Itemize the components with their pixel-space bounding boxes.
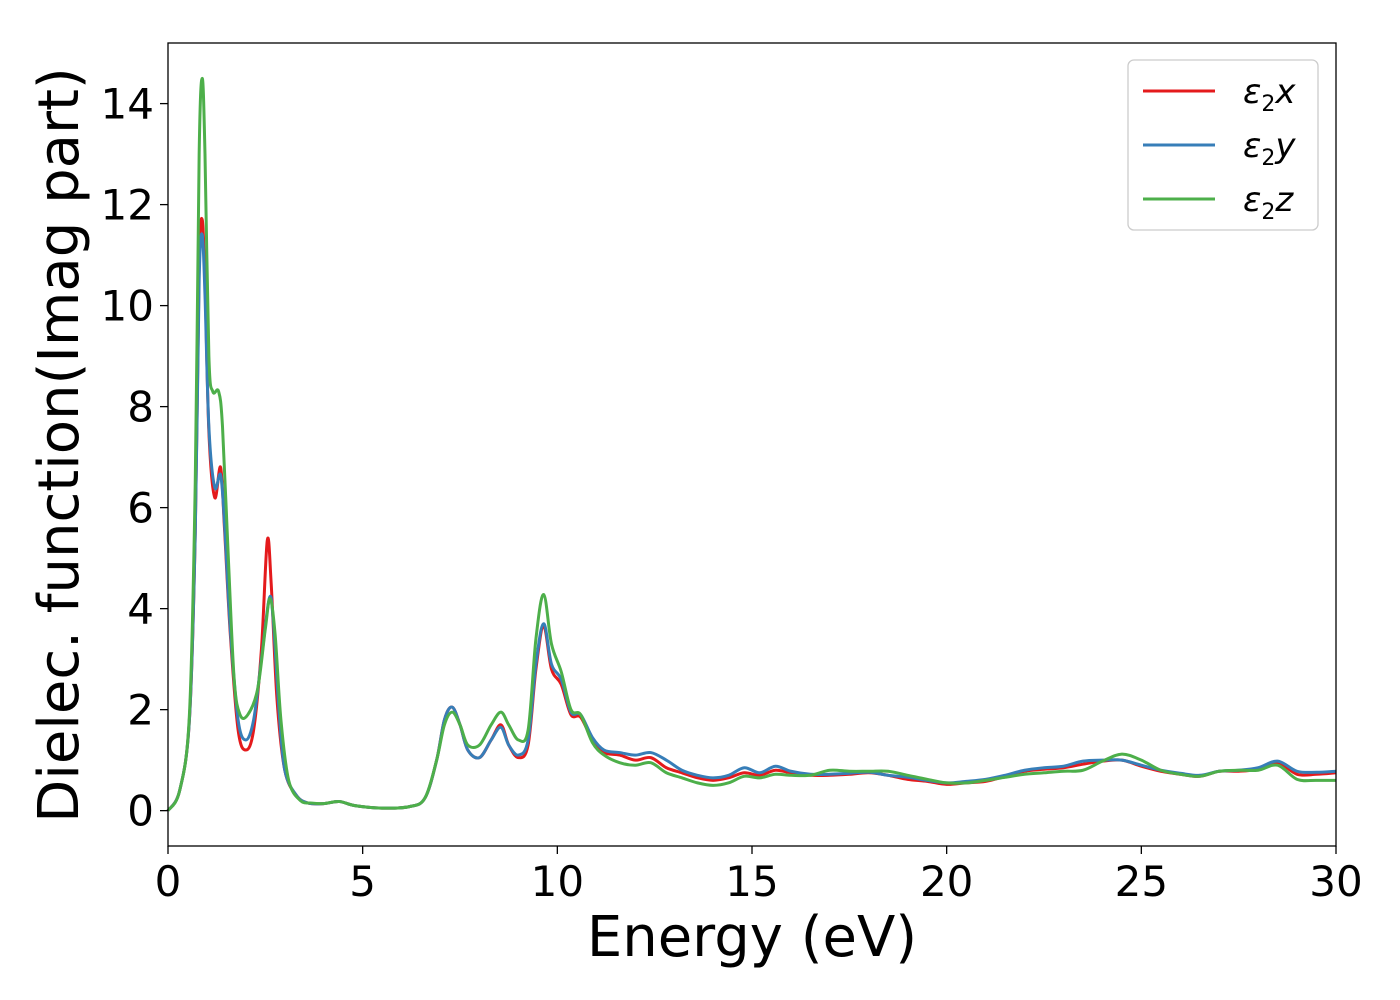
x-tick-label: 20: [920, 857, 973, 906]
y-tick-label: 0: [127, 787, 154, 836]
x-axis-ticks: 0 5 10 15 20 25 30: [155, 846, 1363, 906]
legend-label-y: ε2y: [1243, 126, 1296, 171]
legend: ε2x ε2y ε2z: [1127, 59, 1319, 231]
y-axis-label: Dielec. function(Imag part): [27, 67, 92, 823]
y-tick-label: 6: [127, 484, 154, 533]
legend-box: [1127, 59, 1319, 231]
legend-label-z: ε2z: [1243, 180, 1294, 225]
y-tick-label: 4: [127, 585, 154, 634]
series-line-z: [166, 76, 1337, 812]
x-tick-label: 25: [1115, 857, 1168, 906]
series-line-y: [166, 232, 1337, 812]
y-axis-ticks: 0 2 4 6 8 10 12 14: [101, 80, 168, 836]
y-tick-label: 14: [101, 80, 154, 129]
y-tick-label: 10: [101, 282, 154, 331]
y-tick-label: 8: [127, 383, 154, 432]
x-tick-label: 15: [725, 857, 778, 906]
x-tick-label: 10: [531, 857, 584, 906]
series-layer: [166, 76, 1337, 812]
x-axis-label: Energy (eV): [587, 905, 917, 970]
x-tick-label: 30: [1309, 857, 1362, 906]
legend-label-x: ε2x: [1243, 72, 1296, 117]
x-tick-label: 5: [349, 857, 376, 906]
y-tick-label: 12: [101, 181, 154, 230]
series-line-x: [166, 216, 1337, 812]
x-tick-label: 0: [155, 857, 182, 906]
y-tick-label: 2: [127, 686, 154, 735]
